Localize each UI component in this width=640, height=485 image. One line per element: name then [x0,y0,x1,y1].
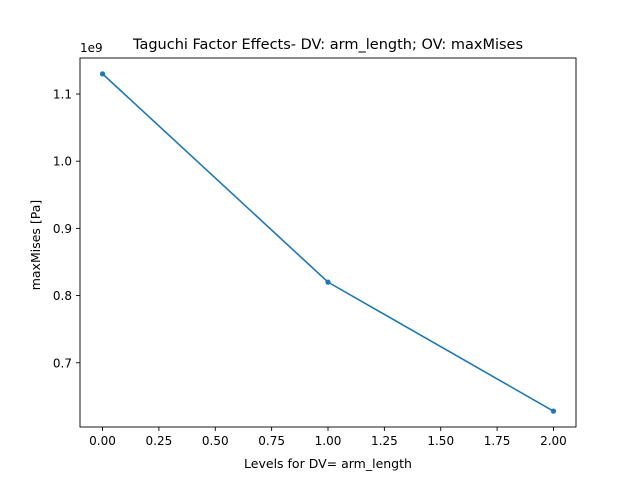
plot-area: 0.00 0.25 0.50 0.75 1.00 1.25 1.50 1.75 2.00 0.7 0… [53,57,577,448]
x-tick-label: 2.00 [540,434,567,448]
x-tick-label: 1.25 [371,434,398,448]
x-tick-label: 0.50 [202,434,229,448]
y-tick-label: 1.1 [53,88,72,102]
chart-title: Taguchi Factor Effects- DV: arm_length; … [132,37,523,53]
y-tick-label: 0.9 [53,222,72,236]
x-tick-label: 1.00 [315,434,342,448]
x-tick-label: 1.75 [484,434,511,448]
data-point [325,279,331,285]
x-tick-label: 0.00 [89,434,116,448]
x-tick-label: 0.75 [258,434,285,448]
y-tick-label: 1.0 [53,155,72,169]
y-axis-label: maxMises [Pa] [28,200,43,291]
y-tick-label: 0.7 [53,356,72,370]
x-tick-label: 0.25 [146,434,173,448]
y-offset-label: 1e9 [80,41,103,55]
data-point [550,408,557,414]
data-point [99,71,106,77]
axes-frame [79,57,577,428]
x-tick-label: 1.50 [427,434,454,448]
x-axis-label: Levels for DV= arm_length [244,456,412,471]
series-line [102,73,554,412]
y-tick-label: 0.8 [53,289,72,303]
